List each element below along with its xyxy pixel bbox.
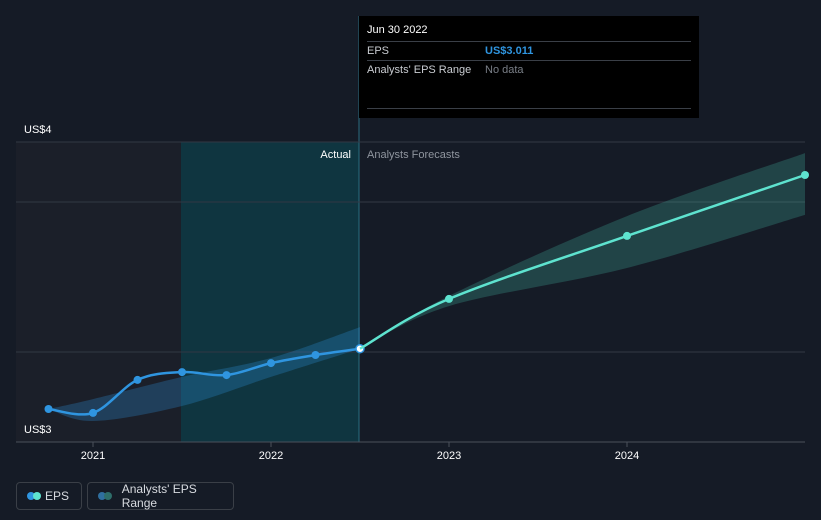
series-1-point-3 xyxy=(801,171,809,179)
x-tick-label-2023: 2023 xyxy=(437,450,461,462)
tooltip-divider xyxy=(367,108,691,109)
series-0-point-2 xyxy=(133,375,142,384)
x-tick-label-2021: 2021 xyxy=(81,450,105,462)
y-label-top: US$4 xyxy=(24,124,52,136)
series-line-1 xyxy=(359,173,806,350)
legend-range-label: Analysts' EPS Range xyxy=(121,482,197,510)
series-0-point-5 xyxy=(267,359,275,368)
x-tick-label-2022: 2022 xyxy=(259,450,283,462)
series-0-point-3 xyxy=(178,368,186,377)
tooltip-eps-value: US$3.011 xyxy=(485,45,534,57)
y-label-bottom: US$3 xyxy=(24,424,52,436)
series-0-point-6 xyxy=(311,351,320,359)
tooltip-date: Jun 30 2022 xyxy=(367,24,428,36)
tooltip-eps-label: EPS xyxy=(367,45,390,57)
legend-range-button[interactable]: Analysts' EPS Range xyxy=(87,482,234,510)
actual-region-shade xyxy=(181,142,359,442)
x-tick-label-2024: 2024 xyxy=(615,450,639,462)
series-0-point-4 xyxy=(222,371,231,380)
series-0-point-1 xyxy=(89,408,97,417)
tooltip-range-label: Analysts' EPS Range xyxy=(367,64,472,76)
hover-tooltip: Jun 30 2022 EPS US$3.011 Analysts' EPS R… xyxy=(359,16,699,118)
series-1-point-1 xyxy=(445,294,453,303)
tooltip-eps-row: EPS US$3.011 xyxy=(367,41,691,60)
past-region-shade xyxy=(16,142,181,442)
forecast-section-label: Analysts Forecasts xyxy=(367,149,460,161)
range-legend-icon xyxy=(98,492,114,500)
tooltip-range-row: Analysts' EPS Range No data xyxy=(367,60,691,79)
series-0-point-0 xyxy=(44,405,53,413)
actual-section-label: Actual xyxy=(320,149,351,161)
legend-eps-button[interactable]: EPS xyxy=(16,482,82,510)
eps-legend-icon xyxy=(27,492,41,500)
tooltip-range-value: No data xyxy=(485,64,524,76)
legend-eps-label: EPS xyxy=(44,489,69,503)
series-1-point-2 xyxy=(623,231,631,240)
